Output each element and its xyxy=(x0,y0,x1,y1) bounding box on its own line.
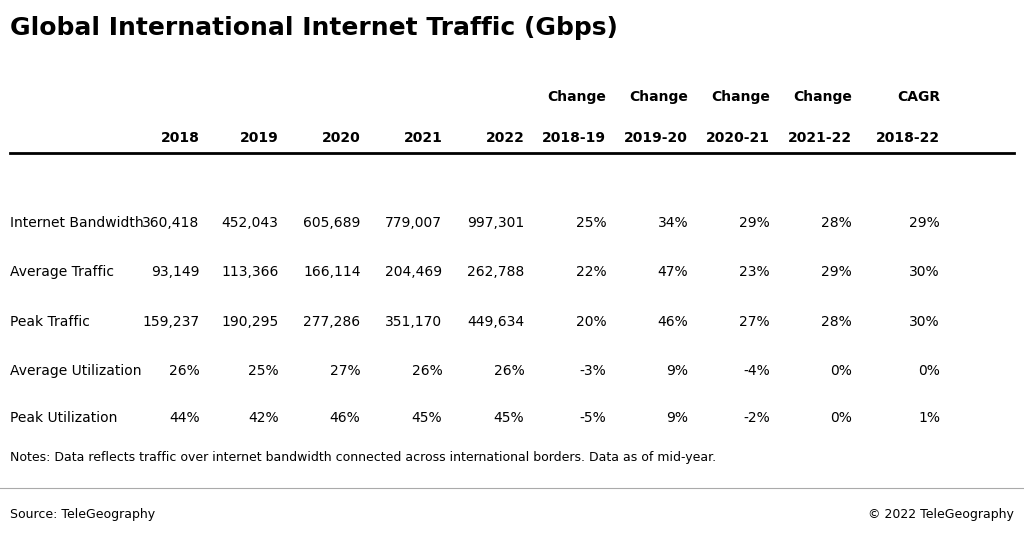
Text: 93,149: 93,149 xyxy=(152,265,200,280)
Text: Global International Internet Traffic (Gbps): Global International Internet Traffic (G… xyxy=(10,16,618,40)
Text: 30%: 30% xyxy=(909,315,940,329)
Text: 1%: 1% xyxy=(919,411,940,426)
Text: Average Traffic: Average Traffic xyxy=(10,265,115,280)
Text: 605,689: 605,689 xyxy=(303,216,360,230)
Text: Internet Bandwidth: Internet Bandwidth xyxy=(10,216,143,230)
Text: 2018: 2018 xyxy=(161,131,200,146)
Text: 26%: 26% xyxy=(412,364,442,378)
Text: 47%: 47% xyxy=(657,265,688,280)
Text: 262,788: 262,788 xyxy=(467,265,524,280)
Text: Change: Change xyxy=(794,90,852,104)
Text: Peak Utilization: Peak Utilization xyxy=(10,411,118,426)
Text: 28%: 28% xyxy=(821,315,852,329)
Text: 26%: 26% xyxy=(494,364,524,378)
Text: 29%: 29% xyxy=(821,265,852,280)
Text: 2020-21: 2020-21 xyxy=(707,131,770,146)
Text: 29%: 29% xyxy=(909,216,940,230)
Text: 2020: 2020 xyxy=(322,131,360,146)
Text: -3%: -3% xyxy=(580,364,606,378)
Text: Change: Change xyxy=(712,90,770,104)
Text: 9%: 9% xyxy=(667,364,688,378)
Text: Change: Change xyxy=(548,90,606,104)
Text: 45%: 45% xyxy=(494,411,524,426)
Text: 779,007: 779,007 xyxy=(385,216,442,230)
Text: 46%: 46% xyxy=(657,315,688,329)
Text: 27%: 27% xyxy=(330,364,360,378)
Text: 0%: 0% xyxy=(830,364,852,378)
Text: Source: TeleGeography: Source: TeleGeography xyxy=(10,508,156,521)
Text: 2019: 2019 xyxy=(240,131,279,146)
Text: 2021: 2021 xyxy=(403,131,442,146)
Text: 20%: 20% xyxy=(575,315,606,329)
Text: 204,469: 204,469 xyxy=(385,265,442,280)
Text: 26%: 26% xyxy=(169,364,200,378)
Text: 0%: 0% xyxy=(919,364,940,378)
Text: 2022: 2022 xyxy=(485,131,524,146)
Text: © 2022 TeleGeography: © 2022 TeleGeography xyxy=(868,508,1014,521)
Text: 34%: 34% xyxy=(657,216,688,230)
Text: Average Utilization: Average Utilization xyxy=(10,364,141,378)
Text: 166,114: 166,114 xyxy=(303,265,360,280)
Text: 159,237: 159,237 xyxy=(142,315,200,329)
Text: 22%: 22% xyxy=(575,265,606,280)
Text: 25%: 25% xyxy=(575,216,606,230)
Text: -4%: -4% xyxy=(743,364,770,378)
Text: 351,170: 351,170 xyxy=(385,315,442,329)
Text: 30%: 30% xyxy=(909,265,940,280)
Text: CAGR: CAGR xyxy=(897,90,940,104)
Text: 0%: 0% xyxy=(830,411,852,426)
Text: Change: Change xyxy=(630,90,688,104)
Text: 25%: 25% xyxy=(248,364,279,378)
Text: 2019-20: 2019-20 xyxy=(625,131,688,146)
Text: 46%: 46% xyxy=(330,411,360,426)
Text: 9%: 9% xyxy=(667,411,688,426)
Text: -5%: -5% xyxy=(580,411,606,426)
Text: 190,295: 190,295 xyxy=(221,315,279,329)
Text: 44%: 44% xyxy=(169,411,200,426)
Text: 113,366: 113,366 xyxy=(221,265,279,280)
Text: 23%: 23% xyxy=(739,265,770,280)
Text: 452,043: 452,043 xyxy=(221,216,279,230)
Text: 2018-22: 2018-22 xyxy=(876,131,940,146)
Text: 449,634: 449,634 xyxy=(467,315,524,329)
Text: 360,418: 360,418 xyxy=(142,216,200,230)
Text: Notes: Data reflects traffic over internet bandwidth connected across internatio: Notes: Data reflects traffic over intern… xyxy=(10,451,717,464)
Text: 2018-19: 2018-19 xyxy=(543,131,606,146)
Text: 27%: 27% xyxy=(739,315,770,329)
Text: -2%: -2% xyxy=(743,411,770,426)
Text: 45%: 45% xyxy=(412,411,442,426)
Text: 997,301: 997,301 xyxy=(467,216,524,230)
Text: 2021-22: 2021-22 xyxy=(787,131,852,146)
Text: 277,286: 277,286 xyxy=(303,315,360,329)
Text: Peak Traffic: Peak Traffic xyxy=(10,315,90,329)
Text: 29%: 29% xyxy=(739,216,770,230)
Text: 42%: 42% xyxy=(248,411,279,426)
Text: 28%: 28% xyxy=(821,216,852,230)
